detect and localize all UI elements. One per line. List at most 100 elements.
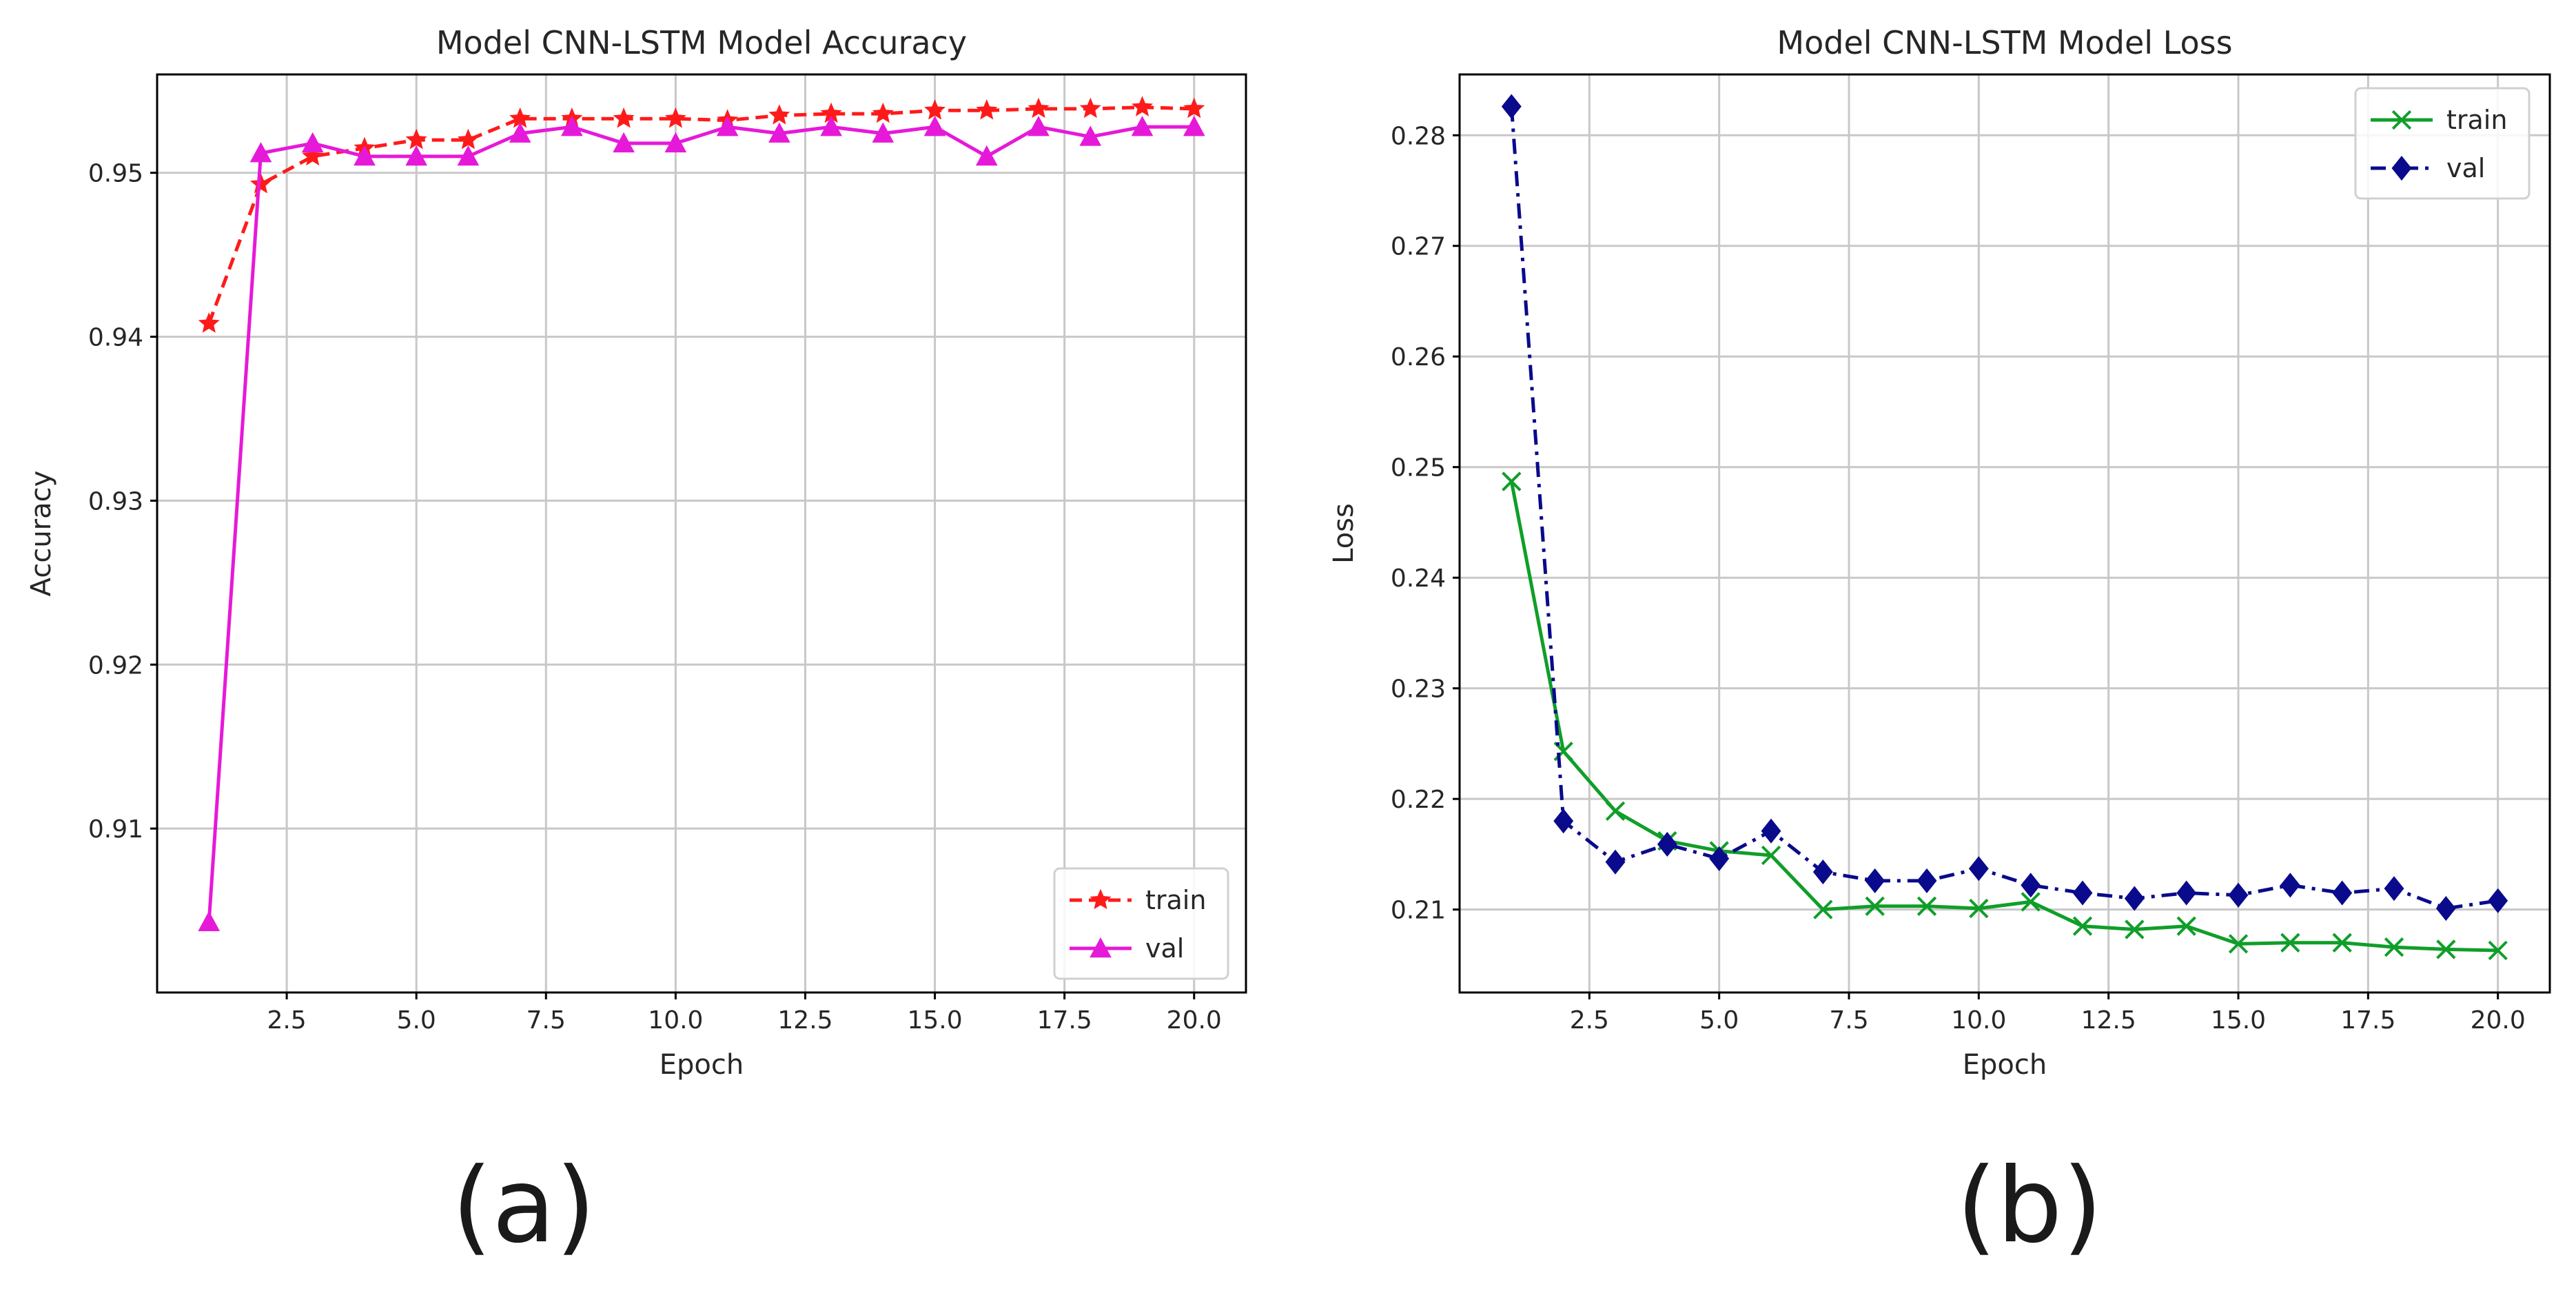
legend-marker-train <box>2391 110 2412 130</box>
x-axis-label: Epoch <box>1963 1049 2047 1081</box>
series-val <box>1501 94 2508 922</box>
data-point-val <box>2488 888 2508 913</box>
data-point-val <box>405 145 428 166</box>
data-point-train <box>2021 892 2041 912</box>
y-tick-label: 0.94 <box>88 324 143 352</box>
data-point-val <box>716 116 739 136</box>
data-point-train <box>302 145 324 166</box>
x-tick-label: 7.5 <box>527 1006 566 1035</box>
x-tick-label: 7.5 <box>1829 1006 1868 1035</box>
plot-frame <box>1458 73 2551 994</box>
data-point-val <box>2228 882 2249 908</box>
data-point-train <box>2125 919 2145 939</box>
data-point-val <box>872 122 895 143</box>
series-train <box>1502 471 2508 961</box>
chart-title: Model CNN-LSTM Model Loss <box>1777 24 2232 61</box>
y-tick-label: 0.22 <box>1391 786 1446 814</box>
data-point-val <box>1812 859 1833 885</box>
data-point-train <box>872 102 894 123</box>
y-tick-label: 0.26 <box>1391 343 1446 371</box>
data-point-val <box>198 910 221 931</box>
legend: train val <box>2354 87 2531 200</box>
data-point-train <box>976 99 998 120</box>
data-point-train <box>2384 937 2404 957</box>
accuracy-chart: 2.5 5.0 7.5 10.0 12.5 15.0 17.5 20.0 0.91 0.92 0.9… <box>25 24 1247 1081</box>
data-point-train <box>405 128 427 150</box>
y-tick-label: 0.25 <box>1391 454 1446 482</box>
x-tick-label: 10.0 <box>648 1006 703 1035</box>
data-point-val <box>768 122 790 143</box>
data-point-val <box>2176 880 2197 906</box>
legend-label-val: val <box>1145 933 1184 964</box>
data-point-train <box>1916 896 1937 916</box>
x-tick-label: 5.0 <box>1699 1006 1739 1035</box>
data-point-train <box>2280 933 2300 953</box>
chart-title: Model CNN-LSTM Model Accuracy <box>436 24 967 61</box>
y-tick-label: 0.28 <box>1391 122 1446 150</box>
y-tick-label: 0.93 <box>88 487 143 516</box>
data-point-train <box>1183 97 1205 119</box>
legend-marker-val <box>1090 937 1112 958</box>
data-point-val <box>613 132 635 153</box>
data-point-val <box>1605 849 1626 875</box>
data-point-val <box>1916 868 1937 894</box>
x-tick-label: 2.5 <box>267 1006 306 1035</box>
data-point-train <box>249 173 272 194</box>
x-tick-label: 12.5 <box>777 1006 832 1035</box>
x-tick-label: 17.5 <box>2340 1006 2395 1035</box>
data-point-val <box>2332 880 2353 906</box>
data-point-val <box>1079 125 1102 146</box>
data-point-train <box>2332 933 2352 953</box>
data-point-train <box>2072 916 2093 936</box>
data-point-val <box>2124 886 2145 911</box>
y-tick-label: 0.92 <box>88 651 143 680</box>
data-point-train <box>768 104 790 125</box>
caption-a: (a) <box>451 1146 596 1266</box>
data-point-val <box>1761 818 1781 844</box>
data-point-train <box>664 107 686 128</box>
y-tick-label: 0.23 <box>1391 675 1446 704</box>
data-point-train <box>198 312 220 333</box>
x-tick-label: 20.0 <box>1167 1006 1222 1035</box>
legend: train val <box>1053 867 1229 980</box>
x-tick-label: 20.0 <box>2471 1006 2526 1035</box>
data-point-train <box>2176 916 2196 936</box>
series-train <box>198 96 1205 333</box>
data-point-val <box>509 122 531 143</box>
legend-marker-train <box>1090 888 1112 910</box>
data-point-val <box>1657 831 1677 857</box>
data-point-train <box>1132 96 1154 116</box>
data-point-val <box>1709 846 1730 871</box>
data-point-val <box>975 145 998 166</box>
loss-chart: 2.5 5.0 7.5 10.0 12.5 15.0 17.5 20.0 0.21 0.22 0.2… <box>1328 24 2551 1081</box>
y-tick-label: 0.21 <box>1391 897 1446 925</box>
y-tick-label: 0.91 <box>88 815 143 844</box>
data-point-val <box>664 132 687 153</box>
legend-label-val: val <box>2446 153 2485 183</box>
y-axis-label: Loss <box>1328 503 1360 564</box>
x-tick-label: 5.0 <box>397 1006 436 1035</box>
data-point-val <box>1183 116 1205 136</box>
data-point-val <box>1028 116 1050 136</box>
data-point-val <box>820 116 842 136</box>
data-point-val <box>923 116 946 136</box>
legend-marker-val <box>2391 156 2412 181</box>
data-point-val <box>1131 116 1154 136</box>
data-point-val <box>1553 808 1574 834</box>
caption-b: (b) <box>1956 1146 2103 1266</box>
data-point-val <box>457 145 480 166</box>
y-tick-label: 0.24 <box>1391 564 1446 593</box>
data-point-val <box>2072 880 2093 906</box>
data-point-train <box>1969 898 1989 919</box>
series-val <box>198 116 1205 931</box>
data-point-val <box>1501 94 1522 119</box>
plot-frame <box>156 73 1247 994</box>
data-point-train <box>1605 801 1626 821</box>
legend-label-train: train <box>1145 885 1206 915</box>
data-point-val <box>1865 868 1885 894</box>
data-point-train <box>1813 899 1833 919</box>
series-line-val <box>207 125 1194 922</box>
data-point-train <box>2228 934 2249 954</box>
legend-label-train: train <box>2446 105 2507 135</box>
